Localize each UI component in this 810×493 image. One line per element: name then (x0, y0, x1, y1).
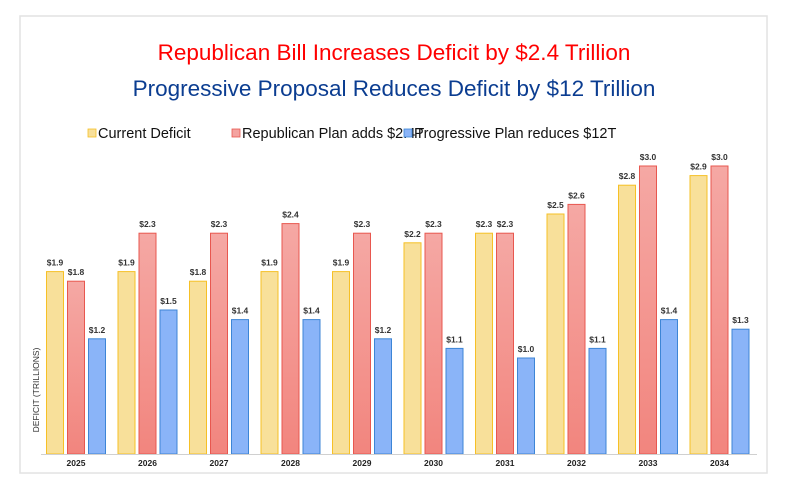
bar-2029-series-3 (374, 338, 392, 455)
x-tick-label: 2028 (281, 458, 300, 468)
x-tick-label: 2030 (424, 458, 443, 468)
bar-2031-series-1 (475, 232, 493, 455)
data-label: $1.0 (518, 344, 535, 354)
bar-2034-series-2 (710, 165, 729, 455)
data-label: $2.3 (476, 219, 493, 229)
chart-subtitle: Progressive Proposal Reduces Deficit by … (133, 76, 656, 101)
data-label: $2.3 (425, 219, 442, 229)
bar-2029-series-2 (353, 232, 371, 455)
bar-2026-series-2 (138, 232, 157, 455)
data-label: $1.8 (190, 267, 207, 277)
bar-2025-series-2 (67, 280, 85, 455)
data-label: $2.8 (619, 171, 636, 181)
bar-2034-series-3 (731, 328, 750, 455)
x-tick-label: 2031 (496, 458, 515, 468)
x-tick-label: 2026 (138, 458, 157, 468)
data-label: $1.2 (375, 325, 392, 335)
x-tick-label: 2029 (353, 458, 372, 468)
data-label: $2.2 (404, 229, 421, 239)
chart-title: Republican Bill Increases Deficit by $2.… (158, 40, 631, 65)
data-label: $2.3 (497, 219, 514, 229)
data-label: $1.4 (232, 306, 249, 316)
data-label: $2.3 (211, 219, 228, 229)
data-label: $1.9 (47, 258, 64, 268)
legend-label: Republican Plan adds $2.4T (242, 126, 424, 142)
data-label: $1.5 (160, 296, 177, 306)
data-label: $2.9 (690, 162, 707, 172)
data-label: $1.3 (732, 315, 749, 325)
legend-swatch (231, 128, 241, 138)
bar-2032-series-3 (588, 347, 607, 455)
data-label: $2.3 (139, 219, 156, 229)
data-label: $2.3 (354, 219, 371, 229)
data-label: $2.5 (547, 200, 564, 210)
bars: $1.9 $1.8 $1.2 $1.9 $2.3 $1.5 $1.8 $2.3 $1.4 $1.9… (46, 152, 750, 455)
x-tick-label: 2025 (67, 458, 86, 468)
legend: Current Deficit Republican Plan adds $2.4… (87, 126, 616, 142)
bar-2025-series-1 (46, 271, 64, 455)
x-tick-label: 2027 (210, 458, 229, 468)
x-tick-label: 2032 (567, 458, 586, 468)
bar-2031-series-3 (517, 357, 535, 455)
x-tick-label: 2033 (639, 458, 658, 468)
data-label: $1.4 (303, 306, 320, 316)
data-label: $1.2 (89, 325, 106, 335)
data-label: $1.9 (261, 258, 278, 268)
bar-2034-series-1 (689, 175, 708, 455)
x-tick-label: 2034 (710, 458, 729, 468)
data-label: $1.1 (589, 334, 606, 344)
legend-swatch (403, 128, 413, 138)
bar-2032-series-1 (546, 213, 565, 455)
bar-2032-series-2 (567, 203, 586, 455)
bar-2030-series-1 (403, 242, 422, 455)
data-label: $2.4 (282, 210, 299, 220)
bar-2028-series-2 (281, 223, 300, 455)
bar-2030-series-2 (424, 232, 443, 455)
data-label: $3.0 (640, 152, 657, 162)
bar-2031-series-2 (496, 232, 514, 455)
legend-swatch (87, 128, 97, 138)
legend-label: Current Deficit (98, 126, 191, 142)
data-label: $1.4 (661, 306, 678, 316)
data-label: $3.0 (711, 152, 728, 162)
bar-2028-series-1 (260, 271, 279, 455)
data-label: $1.9 (333, 258, 350, 268)
bar-2033-series-1 (618, 184, 636, 455)
bar-2030-series-3 (445, 347, 464, 455)
bar-2027-series-3 (231, 319, 249, 455)
legend-label: Progressive Plan reduces $12T (414, 126, 616, 142)
bar-2026-series-1 (117, 271, 136, 455)
bar-2033-series-3 (660, 319, 678, 455)
data-label: $1.9 (118, 258, 135, 268)
data-label: $1.1 (446, 334, 463, 344)
bar-2025-series-3 (88, 338, 106, 455)
bar-2029-series-1 (332, 271, 350, 455)
bar-2028-series-3 (302, 319, 321, 455)
data-label: $1.8 (68, 267, 85, 277)
bar-2027-series-2 (210, 232, 228, 455)
data-label: $2.6 (568, 190, 585, 200)
bar-2027-series-1 (189, 280, 207, 455)
bar-2033-series-2 (639, 165, 657, 455)
y-axis-label: DEFICIT (TRILLIONS) (31, 347, 41, 432)
bar-2026-series-3 (159, 309, 178, 455)
x-axis-ticks: 2025 2026 2027 2028 2029 2030 2031 2032 2033 2034 (67, 458, 730, 468)
